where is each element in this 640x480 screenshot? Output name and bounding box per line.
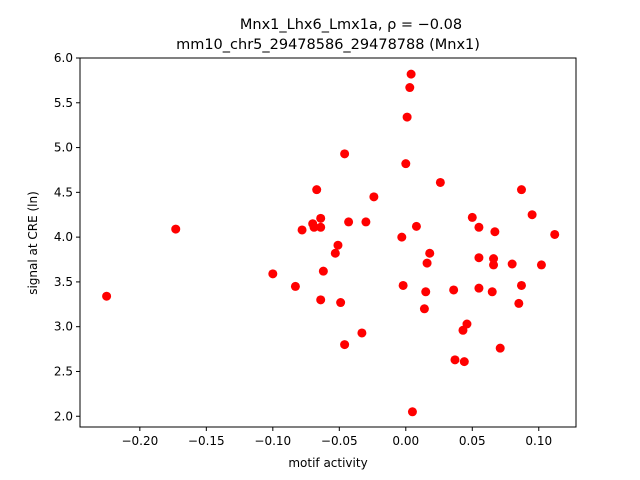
data-point xyxy=(401,159,411,169)
data-point xyxy=(449,285,459,295)
y-tick-label: 6.0 xyxy=(54,51,73,65)
data-point xyxy=(406,69,416,79)
x-tick-label: −0.10 xyxy=(254,434,291,448)
x-tick-label: −0.05 xyxy=(321,434,358,448)
data-point xyxy=(336,298,346,308)
y-tick-label: 3.5 xyxy=(54,275,73,289)
data-point xyxy=(357,328,367,338)
y-tick-label: 5.0 xyxy=(54,141,73,155)
x-axis-ticks: −0.20 −0.15 −0.10 −0.05 0.00 0.05 0.10 xyxy=(121,427,552,448)
data-point xyxy=(425,248,435,258)
data-point xyxy=(450,355,460,365)
data-point xyxy=(312,185,322,195)
data-point xyxy=(330,248,340,258)
data-point xyxy=(550,229,560,239)
data-point xyxy=(489,254,499,264)
plot-area-frame xyxy=(79,57,577,428)
data-point xyxy=(489,260,499,270)
y-tick-label: 2.0 xyxy=(54,409,73,423)
x-tick-label: 0.10 xyxy=(525,434,552,448)
x-tick-label: −0.20 xyxy=(121,434,158,448)
data-point xyxy=(474,253,484,263)
data-point xyxy=(527,210,537,220)
y-tick-label: 5.5 xyxy=(54,96,73,110)
data-point xyxy=(398,280,408,290)
chart-title-line1: Mnx1_Lhx6_Lmx1a, ρ = −0.08 xyxy=(240,17,462,33)
x-axis-label: motif activity xyxy=(288,456,367,470)
data-point xyxy=(405,83,415,93)
data-point xyxy=(333,240,343,250)
data-point xyxy=(462,319,472,329)
y-tick-label: 3.0 xyxy=(54,320,73,334)
x-tick-label: 0.05 xyxy=(459,434,486,448)
data-point xyxy=(309,222,319,232)
y-axis-ticks: 2.0 2.5 3.0 3.5 4.0 4.5 5.0 5.5 6.0 xyxy=(54,51,80,423)
data-point xyxy=(297,225,307,235)
data-point xyxy=(490,227,500,237)
y-axis-label: signal at CRE (ln) xyxy=(26,191,40,295)
y-tick-label: 4.5 xyxy=(54,185,73,199)
data-point xyxy=(102,291,112,301)
data-point xyxy=(516,185,526,195)
data-point xyxy=(369,192,379,202)
x-tick-label: 0.00 xyxy=(392,434,419,448)
data-point xyxy=(316,222,326,232)
data-point xyxy=(421,287,431,297)
data-point xyxy=(474,283,484,293)
data-point xyxy=(318,266,328,276)
data-point xyxy=(474,222,484,232)
data-point xyxy=(402,112,412,122)
data-point xyxy=(397,232,407,242)
data-point xyxy=(344,217,354,227)
data-point xyxy=(340,149,350,159)
data-point xyxy=(361,217,371,227)
data-point xyxy=(411,221,421,231)
data-point xyxy=(171,224,181,234)
data-point xyxy=(290,281,300,291)
data-point xyxy=(422,258,432,268)
data-point xyxy=(507,259,517,269)
y-tick-label: 2.5 xyxy=(54,364,73,378)
data-point xyxy=(407,407,417,417)
data-point xyxy=(487,287,497,297)
data-point xyxy=(340,340,350,350)
x-tick-label: −0.15 xyxy=(188,434,225,448)
data-point xyxy=(316,295,326,305)
data-point xyxy=(467,212,477,222)
points-layer xyxy=(102,69,560,417)
data-point xyxy=(316,213,326,223)
data-point xyxy=(536,260,546,270)
data-point xyxy=(514,298,524,308)
data-point xyxy=(459,357,469,367)
data-point xyxy=(435,177,445,187)
y-tick-label: 4.0 xyxy=(54,230,73,244)
data-point xyxy=(419,304,429,314)
data-point xyxy=(495,343,505,353)
chart-title-line2: mm10_chr5_29478586_29478788 (Mnx1) xyxy=(176,37,480,53)
data-point xyxy=(516,280,526,290)
data-point xyxy=(268,269,278,279)
